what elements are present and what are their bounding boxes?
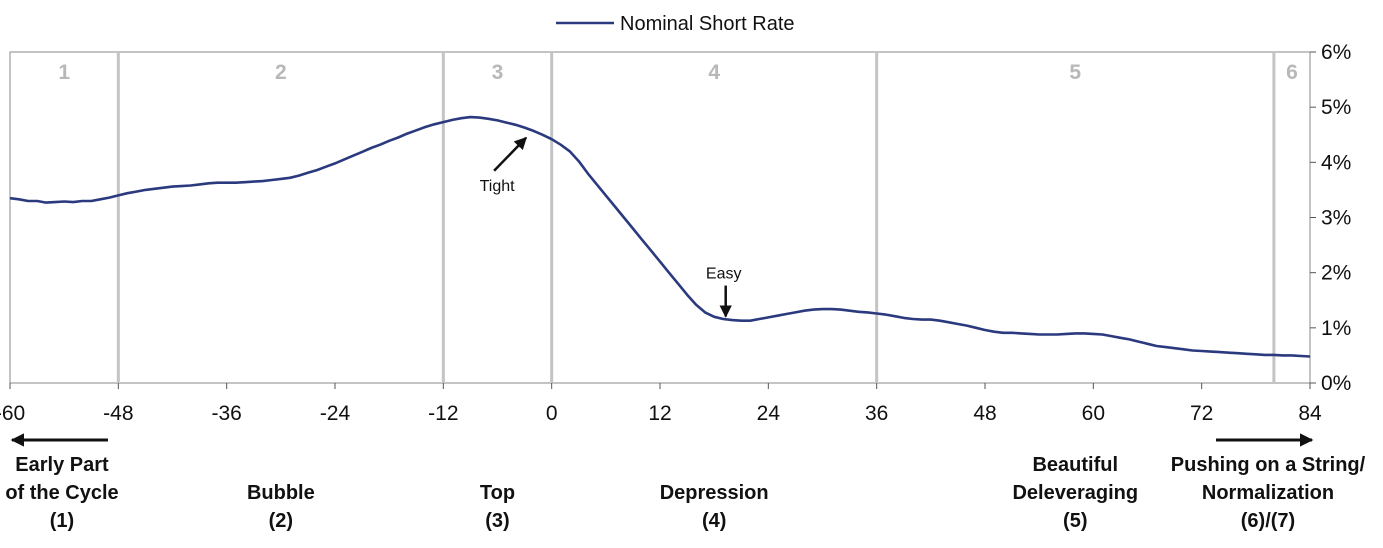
- phase-label-6-line-2: Normalization: [1202, 482, 1334, 504]
- legend-label: Nominal Short Rate: [620, 13, 795, 35]
- y-tick-label-0: 0%: [1321, 372, 1351, 395]
- phase-label-3-line-2: (3): [485, 510, 509, 532]
- y-tick-label-1: 1%: [1321, 317, 1351, 340]
- x-tick-label--60: -60: [0, 402, 25, 425]
- plot-border: [9, 51, 1311, 384]
- phase-label-1-line-1: Early Part: [15, 454, 109, 476]
- x-tick-label--48: -48: [103, 402, 133, 425]
- x-tick-label-84: 84: [1298, 402, 1322, 425]
- phase-numbers: 1 2 3 4 5 6: [58, 61, 1297, 84]
- x-tick-label-36: 36: [865, 402, 888, 425]
- x-tick-label-48: 48: [973, 402, 996, 425]
- y-tick-label-3: 3%: [1321, 207, 1351, 230]
- series-layer: [9, 115, 1311, 358]
- tight-label: Tight: [480, 178, 516, 195]
- x-tick-label-0: 0: [546, 402, 558, 425]
- tight-arrow: [493, 136, 527, 172]
- phase-label-2-line-1: Bubble: [247, 482, 315, 504]
- y-axis-ticks: 0% 1% 2% 3% 4% 5% 6%: [1310, 41, 1351, 395]
- easy-label: Easy: [706, 266, 742, 283]
- phase-label-4-line-2: (4): [702, 510, 726, 532]
- series-line-nominal-short-rate: [9, 115, 1311, 358]
- x-tick-label-12: 12: [648, 402, 671, 425]
- phase-label-1-line-3: (1): [50, 510, 74, 532]
- phase-label-2-line-2: (2): [269, 510, 293, 532]
- plot-frame: [9, 51, 1311, 384]
- phase-label-6-line-1: Pushing on a String/: [1171, 454, 1366, 476]
- phase-labels: Early Part of the Cycle (1) Bubble (2) Top (3)…: [5, 433, 1366, 532]
- phase-label-5-line-2: Deleveraging: [1012, 482, 1138, 504]
- legend: Nominal Short Rate: [556, 13, 795, 35]
- y-tick-label-2: 2%: [1321, 262, 1351, 285]
- x-tick-label--36: -36: [211, 402, 241, 425]
- y-tick-label-6: 6%: [1321, 41, 1351, 64]
- phase-number-4: 4: [708, 61, 720, 84]
- phase-label-1-line-2: of the Cycle: [5, 482, 118, 504]
- x-tick-label--24: -24: [320, 402, 351, 425]
- phase-label-3-line-1: Top: [480, 482, 515, 504]
- phase-label-5-line-1: Beautiful: [1032, 454, 1118, 476]
- phase-number-6: 6: [1286, 61, 1298, 84]
- x-axis-ticks: -60 -48 -36 -24 -12 0 12 24 36 48 60 72 84: [0, 383, 1322, 425]
- phase-number-3: 3: [492, 61, 504, 84]
- phase-label-4-line-1: Depression: [660, 482, 769, 504]
- annotations: Tight Easy: [480, 136, 742, 318]
- x-tick-label-60: 60: [1082, 402, 1105, 425]
- x-tick-label-24: 24: [757, 402, 781, 425]
- phase-dividers: [116, 52, 1276, 383]
- y-tick-label-5: 5%: [1321, 96, 1351, 119]
- phase-label-5-line-3: (5): [1063, 510, 1087, 532]
- phase-number-2: 2: [275, 61, 287, 84]
- phase-number-1: 1: [58, 61, 70, 84]
- y-tick-label-4: 4%: [1321, 151, 1351, 174]
- x-tick-label--12: -12: [428, 402, 458, 425]
- phase-number-5: 5: [1069, 61, 1081, 84]
- x-tick-label-72: 72: [1190, 402, 1213, 425]
- phase-label-6-line-3: (6)/(7): [1241, 510, 1295, 532]
